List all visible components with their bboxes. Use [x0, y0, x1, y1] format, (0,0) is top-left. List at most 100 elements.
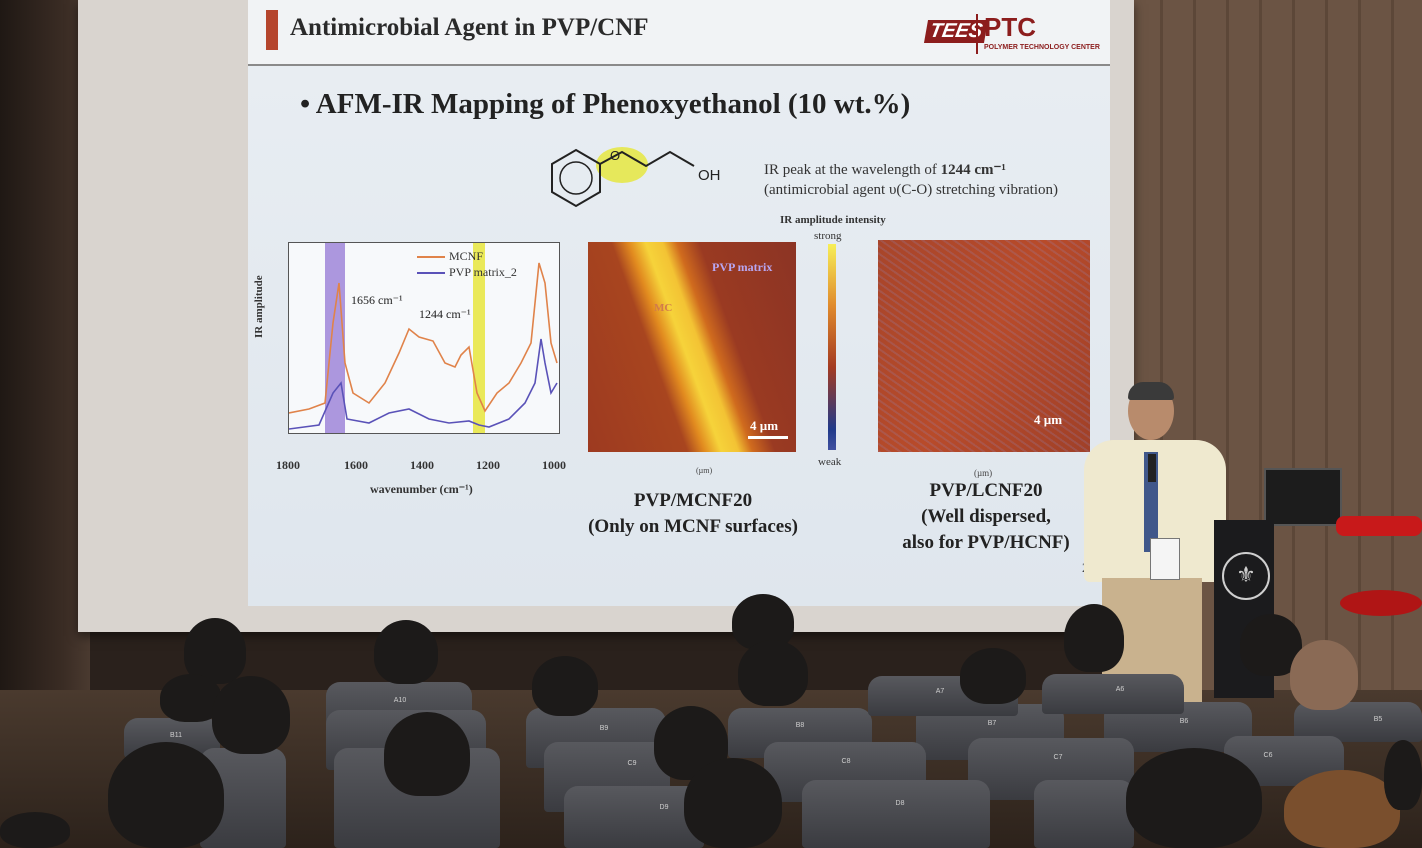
axis-unit-mcnf: (µm) — [696, 466, 713, 475]
ir-spectrum-chart: MCNF PVP matrix_2 1656 cm⁻¹ 1244 cm⁻¹ IR… — [253, 242, 560, 434]
caption-mcnf: PVP/MCNF20 (Only on MCNF surfaces) — [568, 488, 818, 540]
legend-pvp: PVP matrix_2 — [449, 265, 517, 279]
seat-label-c8: C8 — [841, 758, 851, 765]
projection-screen: Antimicrobial Agent in PVP/CNF TEES PTC … — [78, 0, 1134, 632]
xtick-1800: 1800 — [276, 458, 300, 472]
audience-head — [684, 758, 782, 848]
mcnf-series-line — [289, 262, 558, 414]
seat-label-b5: B5 — [1373, 716, 1383, 723]
audience-head — [1064, 604, 1124, 672]
podium-emblem-icon: ⚜ — [1222, 552, 1270, 600]
caption-lcnf: PVP/LCNF20 (Well dispersed, also for PVP… — [868, 478, 1104, 556]
caption-mcnf-line1: PVP/MCNF20 — [633, 490, 753, 511]
seat-d9 — [564, 786, 704, 848]
svg-text:O: O — [610, 148, 620, 163]
logo-divider — [976, 14, 978, 54]
phenoxyethanol-structure: O OH — [551, 147, 721, 208]
audience-head — [212, 676, 290, 754]
seat-label-c9: C9 — [627, 760, 637, 767]
bullet-heading: • AFM-IR Mapping of Phenoxyethanol (10 w… — [300, 88, 911, 120]
xtick-1000: 1000 — [542, 458, 566, 472]
laptop — [1264, 468, 1342, 526]
seat-label-b6: B6 — [1179, 718, 1189, 725]
header-accent-bar — [266, 10, 278, 50]
colorbar-title: IR amplitude intensity — [780, 214, 886, 226]
colorbar-strong-label: strong — [814, 230, 842, 242]
seat-a6 — [1042, 674, 1184, 714]
audience-head-bald — [1290, 640, 1358, 710]
seat-label-d8: D8 — [895, 800, 905, 807]
slide-title: Antimicrobial Agent in PVP/CNF — [290, 14, 649, 41]
audience-head — [532, 656, 598, 716]
scale-label-mcnf: 4 µm — [750, 418, 779, 433]
presentation-slide: Antimicrobial Agent in PVP/CNF TEES PTC … — [248, 0, 1110, 606]
ir-peak-note: IR peak at the wavelength of 1244 cm⁻¹ (… — [764, 160, 1058, 200]
ir-note-line2: (antimicrobial agent υ(C-O) stretching v… — [764, 182, 1059, 198]
annotation-1244: 1244 cm⁻¹ — [419, 307, 471, 321]
red-stool — [1340, 590, 1422, 616]
pvp-series-line — [289, 338, 558, 430]
audience-head — [1126, 748, 1262, 848]
map-label-pvp-matrix: PVP matrix — [712, 260, 773, 274]
red-rail — [1336, 516, 1422, 536]
scale-label-lcnf: 4 µm — [1034, 412, 1063, 427]
tees-logo: TEES — [923, 20, 989, 43]
seat-label-c7: C7 — [1053, 754, 1063, 761]
afm-map-lcnf — [878, 240, 1090, 452]
benzene-ring — [551, 148, 601, 208]
scale-bar-mcnf — [748, 436, 788, 439]
colorbar-weak-label: weak — [818, 456, 842, 468]
xtick-1600: 1600 — [344, 458, 368, 472]
audience-head — [0, 812, 70, 848]
ptc-logo: PTC — [984, 12, 1036, 42]
seat-label-b9: B9 — [599, 725, 609, 732]
axis-unit-lcnf: (µm) — [974, 468, 993, 478]
seat-label-a10: A10 — [393, 697, 407, 704]
legend-mcnf: MCNF — [449, 249, 484, 263]
caption-lcnf-line2: (Well dispersed, — [921, 506, 1051, 527]
audience-head — [374, 620, 438, 684]
seat-row-d-right — [1034, 780, 1134, 848]
caption-lcnf-line1: PVP/LCNF20 — [929, 480, 1043, 501]
audience-head — [738, 640, 808, 706]
caption-mcnf-line2: (Only on MCNF surfaces) — [588, 516, 798, 537]
audience-head — [108, 742, 224, 848]
xtick-1200: 1200 — [476, 458, 500, 472]
spectrum-lines — [289, 256, 558, 430]
ether-highlight — [596, 147, 648, 183]
seat-label-a7: A7 — [935, 688, 945, 695]
seat-d8 — [802, 780, 990, 848]
seat-label-b7: B7 — [987, 720, 997, 727]
intensity-colorbar — [828, 244, 836, 450]
afm-map-mcnf: PVP matrix MC 4 µm — [588, 242, 796, 452]
molecule-oh-label: OH — [698, 167, 721, 184]
seat-label-d9: D9 — [659, 804, 669, 811]
seat-label-a6: A6 — [1115, 686, 1125, 693]
caption-lcnf-line3: also for PVP/HCNF) — [902, 532, 1070, 553]
audience-head — [384, 712, 470, 796]
ptc-logo-subtitle: POLYMER TECHNOLOGY CENTER — [984, 44, 1100, 51]
presenter-badge — [1150, 538, 1180, 580]
left-wall — [0, 0, 90, 720]
benzene-inner — [559, 161, 593, 195]
audience-head — [1384, 740, 1422, 810]
seat-label-b8: B8 — [795, 722, 805, 729]
annotation-1656: 1656 cm⁻¹ — [351, 293, 403, 307]
xtick-1400: 1400 — [410, 458, 434, 472]
presenter-hair — [1128, 382, 1174, 400]
audience-head — [184, 618, 246, 684]
map-label-mc: MC — [654, 302, 673, 314]
ir-note-prefix: IR peak at the wavelength of — [764, 162, 941, 178]
seat-label-b11: B11 — [170, 732, 182, 739]
microphone — [1148, 454, 1156, 482]
chain-bonds — [599, 150, 695, 168]
spectrum-ylabel: IR amplitude — [253, 275, 265, 338]
spectrum-xlabel: wavenumber (cm⁻¹) — [370, 482, 473, 496]
audience-head — [960, 648, 1026, 704]
slide-header: Antimicrobial Agent in PVP/CNF TEES PTC … — [248, 0, 1110, 66]
seat-label-c6: C6 — [1263, 752, 1273, 759]
audience-head-brown-hair — [1284, 770, 1400, 848]
audience-head — [160, 674, 222, 722]
ir-note-value: 1244 cm⁻¹ — [940, 162, 1006, 178]
